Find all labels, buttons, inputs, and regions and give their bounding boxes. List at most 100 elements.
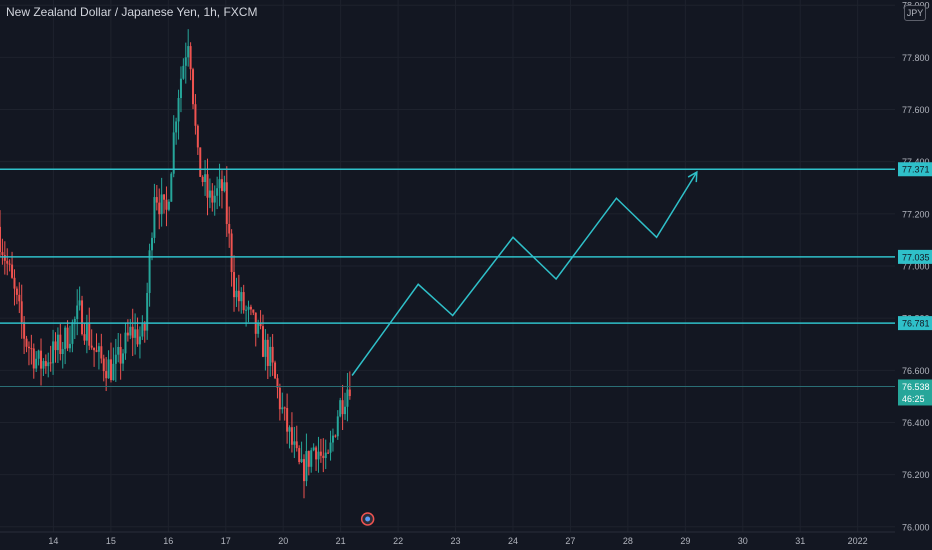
candle-body-8 bbox=[18, 294, 21, 302]
candle-body-75 bbox=[179, 78, 182, 99]
candle-body-98 bbox=[235, 290, 238, 298]
candle-body-145 bbox=[348, 389, 351, 397]
horizontal-levels[interactable] bbox=[0, 168, 932, 387]
candle-body-47 bbox=[112, 363, 115, 381]
candle-body-44 bbox=[105, 371, 108, 379]
candle-body-96 bbox=[230, 233, 233, 273]
level-tag-label-1: 77.035 bbox=[902, 252, 930, 262]
candle-body-84 bbox=[201, 176, 204, 182]
level-tag-2 bbox=[898, 316, 932, 331]
candle-body-115 bbox=[276, 378, 279, 388]
candle-body-87 bbox=[208, 190, 211, 198]
candle-body-20 bbox=[47, 362, 50, 367]
x-tick-label-0: 14 bbox=[48, 536, 58, 546]
candle-body-64 bbox=[153, 197, 156, 238]
candle-body-100 bbox=[240, 292, 243, 302]
candle-body-83 bbox=[199, 147, 202, 177]
candle-body-71 bbox=[170, 173, 173, 202]
y-tick-label-6: 77.200 bbox=[902, 209, 930, 219]
x-tick-label-14: 2022 bbox=[848, 536, 868, 546]
projection-path[interactable] bbox=[351, 170, 698, 526]
x-tick-label-11: 29 bbox=[680, 536, 690, 546]
candle-body-23 bbox=[54, 341, 57, 351]
candle-body-43 bbox=[102, 358, 105, 372]
currency-badge[interactable]: JPY bbox=[904, 5, 926, 21]
candle-body-51 bbox=[122, 353, 125, 364]
candle-body-137 bbox=[329, 442, 332, 453]
candle-body-131 bbox=[315, 447, 318, 460]
candle-body-133 bbox=[319, 451, 322, 456]
candle-body-129 bbox=[310, 450, 313, 467]
candle-body-121 bbox=[290, 427, 293, 445]
candle-body-2 bbox=[3, 254, 6, 261]
candle-body-118 bbox=[283, 407, 286, 409]
time-axis[interactable]: 14 15 16 17 20 21 22 23 24 27 28 29 30 31 2022 bbox=[0, 531, 895, 550]
x-tick-label-7: 23 bbox=[451, 536, 461, 546]
x-tick-label-10: 28 bbox=[623, 536, 633, 546]
candle-body-120 bbox=[288, 427, 291, 432]
candlestick-series bbox=[0, 29, 351, 499]
candle-body-18 bbox=[42, 361, 45, 369]
time-axis-bg bbox=[0, 532, 895, 550]
candle-body-54 bbox=[129, 326, 132, 336]
candle-body-74 bbox=[177, 98, 180, 122]
candle-body-59 bbox=[141, 324, 144, 337]
level-tag-label-0: 77.371 bbox=[902, 165, 930, 175]
y-tick-label-1: 76.200 bbox=[902, 470, 930, 480]
candle-body-72 bbox=[172, 132, 175, 174]
level-tag-label-2: 76.781 bbox=[902, 319, 930, 329]
candle-body-48 bbox=[114, 354, 117, 364]
x-tick-label-5: 21 bbox=[336, 536, 346, 546]
current-price-tag bbox=[898, 379, 932, 406]
candle-body-9 bbox=[20, 301, 23, 323]
candle-body-68 bbox=[163, 194, 166, 200]
candle-body-57 bbox=[136, 329, 139, 345]
candle-body-93 bbox=[223, 182, 226, 191]
candle-body-42 bbox=[100, 346, 103, 359]
candle-body-53 bbox=[126, 332, 129, 336]
candle-body-30 bbox=[71, 322, 74, 344]
candle-body-97 bbox=[233, 272, 236, 298]
candle-body-119 bbox=[286, 408, 289, 432]
candle-body-12 bbox=[27, 346, 30, 349]
candle-body-127 bbox=[305, 451, 308, 482]
x-tick-label-1: 15 bbox=[106, 536, 116, 546]
candle-body-88 bbox=[211, 190, 214, 203]
candle-body-86 bbox=[206, 174, 209, 198]
candle-body-89 bbox=[213, 195, 216, 203]
candle-body-3 bbox=[6, 260, 9, 264]
candle-body-101 bbox=[242, 292, 245, 311]
y-tick-label-8: 77.600 bbox=[902, 105, 930, 115]
candle-body-16 bbox=[37, 350, 40, 359]
candle-body-132 bbox=[317, 451, 320, 460]
candle-body-107 bbox=[257, 322, 260, 334]
candle-body-141 bbox=[339, 400, 342, 417]
candle-body-117 bbox=[281, 407, 284, 410]
candle-body-116 bbox=[278, 387, 281, 410]
candle-body-92 bbox=[220, 179, 223, 191]
candle-body-125 bbox=[300, 459, 303, 463]
candle-body-5 bbox=[11, 264, 14, 278]
candle-body-112 bbox=[269, 346, 272, 366]
candle-body-21 bbox=[49, 362, 52, 364]
candle-body-40 bbox=[95, 350, 98, 352]
candle-body-142 bbox=[341, 400, 344, 415]
candle-body-25 bbox=[59, 334, 62, 355]
candle-body-103 bbox=[247, 306, 250, 310]
candle-body-79 bbox=[189, 46, 192, 70]
candle-body-58 bbox=[138, 336, 141, 345]
candle-body-45 bbox=[107, 359, 110, 379]
chart-title: New Zealand Dollar / Japanese Yen, 1h, F… bbox=[6, 5, 258, 19]
candle-body-4 bbox=[8, 263, 11, 265]
candle-body-67 bbox=[160, 194, 163, 215]
candle-body-130 bbox=[312, 447, 315, 451]
candle-body-95 bbox=[228, 223, 231, 234]
price-axis[interactable]: 76.00076.20076.40076.60076.80077.00077.2… bbox=[895, 0, 932, 550]
candle-body-32 bbox=[76, 305, 79, 320]
y-tick-label-0: 76.000 bbox=[902, 522, 930, 532]
candle-body-35 bbox=[83, 334, 86, 341]
y-tick-label-5: 77.000 bbox=[902, 262, 930, 272]
candle-body-1 bbox=[1, 252, 4, 255]
candle-body-0 bbox=[0, 226, 1, 253]
